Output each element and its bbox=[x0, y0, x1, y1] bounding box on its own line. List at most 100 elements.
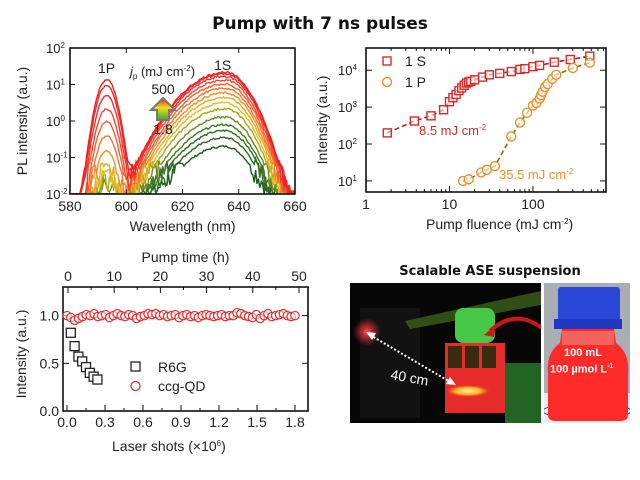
legend-marker-r6g bbox=[130, 361, 141, 372]
concentration-label: 100 µmol L-1 bbox=[550, 363, 613, 376]
pl-x-axis-label: Wavelength (nm) bbox=[129, 218, 235, 234]
stability-x2-tick-label: 10 bbox=[106, 268, 122, 284]
photo-panel-title: Scalable ASE suspension bbox=[399, 264, 581, 279]
stability-x-tick-label: 0.0 bbox=[57, 414, 77, 430]
fluence-x-tick-label: 10 bbox=[442, 196, 458, 212]
fluence-y-tick-label: 102 bbox=[338, 137, 357, 152]
fluence-point-1s bbox=[469, 75, 480, 85]
stability-x2-tick-label: 0 bbox=[64, 268, 72, 284]
fluence-point-1s bbox=[484, 70, 495, 80]
fluence-point-1s bbox=[520, 63, 530, 74]
peak-1s-label: 1S bbox=[214, 57, 231, 73]
fluence-point-1p bbox=[584, 57, 596, 68]
stability-x-tick-label: 1.2 bbox=[209, 414, 229, 430]
pl-spectra-chart: 580 600 620 640 66010-210-1100101102Waveleng… bbox=[14, 41, 307, 234]
ase-beam bbox=[446, 385, 490, 397]
distance-label: 40 cm bbox=[389, 366, 429, 388]
fluence-point-1s bbox=[438, 105, 449, 115]
fluence-point-1s bbox=[534, 60, 545, 71]
ase-setup-photo: 40 cm bbox=[350, 283, 541, 423]
legend-marker-1p bbox=[381, 76, 393, 88]
fluence-point-1s bbox=[426, 111, 436, 121]
pl-series-line bbox=[70, 70, 295, 194]
threshold-label-1p: 35.5 mJ cm-2 bbox=[499, 167, 574, 182]
stability-x2-tick-label: 50 bbox=[291, 268, 307, 284]
peak-1p-label: 1P bbox=[98, 60, 115, 76]
pl-series-line bbox=[70, 78, 295, 194]
stability-x-tick-label: 0.3 bbox=[95, 414, 115, 430]
pl-series-line bbox=[70, 82, 295, 194]
fluence-y-tick-label: 101 bbox=[338, 174, 357, 189]
pl-x-tick-label: 660 bbox=[283, 198, 307, 214]
fluence-point-1p bbox=[463, 174, 474, 185]
figure-title: Pump with 7 ns pulses bbox=[212, 14, 428, 34]
fluence-y-axis-label: Intensity (a.u.) bbox=[314, 76, 330, 165]
pl-series-line bbox=[70, 75, 295, 194]
legend-low-value: 1.8 bbox=[153, 121, 173, 137]
fluence-point-1p bbox=[567, 62, 578, 74]
stability-x-axis-label: Laser shots (×106) bbox=[112, 438, 226, 454]
green-cap bbox=[455, 308, 495, 343]
stability-point-r6g bbox=[92, 374, 103, 385]
legend-marker-ccg-qd bbox=[130, 380, 141, 392]
stability-x2-axis-label: Pump time (h) bbox=[142, 249, 230, 265]
legend-high-value: 500 bbox=[151, 81, 175, 97]
pl-x-tick-label: 640 bbox=[227, 198, 251, 214]
fluence-point-1p bbox=[551, 69, 562, 81]
blue-cap bbox=[558, 287, 620, 329]
stability-x-tick-label: 1.8 bbox=[285, 414, 305, 430]
legend-label-1p: 1 P bbox=[405, 74, 426, 90]
fluence-point-1p bbox=[514, 117, 526, 128]
stability-point-ccg-qd bbox=[290, 310, 300, 321]
pl-y-tick-label: 101 bbox=[46, 78, 65, 93]
pl-x-tick-label: 580 bbox=[58, 198, 82, 214]
stability-chart: 0.0 0.3 0.6 0.9 1.2 1.5 1.8 0 10 20 30 40 50 0.0 0.5 1.… bbox=[13, 249, 309, 430]
fluence-point-1p bbox=[506, 131, 517, 142]
fluence-y-tick-label: 103 bbox=[338, 100, 357, 115]
fluence-point-1s bbox=[495, 68, 505, 79]
fluence-x-tick-label: 100 bbox=[521, 196, 545, 212]
legend-label-ccg-qd: ccg-QD bbox=[158, 378, 205, 394]
pl-x-tick-label: 620 bbox=[171, 198, 195, 214]
stability-x2-tick-label: 40 bbox=[245, 268, 261, 284]
pl-series-group bbox=[70, 70, 295, 194]
fluence-point-1s bbox=[549, 57, 559, 67]
fluence-arrow-icon bbox=[148, 96, 178, 121]
pl-x-tick-label: 600 bbox=[115, 198, 139, 214]
stability-y-tick-label: 0.0 bbox=[40, 403, 60, 419]
fluence-y-tick-label: 104 bbox=[338, 63, 357, 78]
threshold-label-1s: 8.5 mJ cm-2 bbox=[419, 123, 487, 138]
pl-y-tick-label: 102 bbox=[46, 41, 65, 56]
stability-point-r6g bbox=[69, 340, 80, 352]
fluence-plot-frame bbox=[365, 47, 607, 193]
concentration-exponent: -1 bbox=[607, 363, 614, 370]
stability-x-tick-label: 0.9 bbox=[171, 414, 191, 430]
stability-y-axis-label: Intensity (a.u.) bbox=[13, 310, 29, 399]
legend-label-r6g: R6G bbox=[158, 359, 187, 375]
legend-label-1s: 1 S bbox=[405, 53, 426, 69]
bottle-photo: 100 mL 100 µmol L-1 bbox=[544, 283, 630, 423]
stability-plot-frame bbox=[62, 286, 309, 412]
bottle-illustration bbox=[544, 283, 630, 423]
fluence-point-1s bbox=[382, 128, 393, 138]
pl-series-line bbox=[70, 101, 295, 194]
stability-y-tick-label: 1.0 bbox=[40, 308, 60, 324]
pl-y-axis-label: PL intensity (a.u.) bbox=[14, 67, 30, 175]
laser-spot bbox=[353, 318, 381, 346]
stability-x2-tick-label: 30 bbox=[199, 268, 215, 284]
fluence-point-1p bbox=[521, 107, 533, 119]
ase-setup-illustration: 40 cm bbox=[350, 283, 541, 423]
fluence-x-axis-label: Pump fluence (mJ cm-2) bbox=[426, 216, 573, 232]
fluence-point-1s bbox=[565, 54, 575, 65]
fluence-point-1p bbox=[489, 161, 501, 172]
stability-y-tick-label: 0.5 bbox=[40, 355, 60, 371]
concentration-value: 100 µmol L bbox=[550, 363, 608, 376]
pl-series-line bbox=[70, 107, 295, 194]
legend-title: jp (mJ cm-2) bbox=[128, 64, 195, 81]
pl-y-tick-label: 100 bbox=[46, 114, 65, 129]
red-suspension bbox=[547, 329, 629, 421]
stability-x-tick-label: 0.6 bbox=[133, 414, 153, 430]
fluence-x-tick-label: 1 bbox=[362, 196, 370, 212]
fluence-point-1s bbox=[506, 66, 516, 77]
